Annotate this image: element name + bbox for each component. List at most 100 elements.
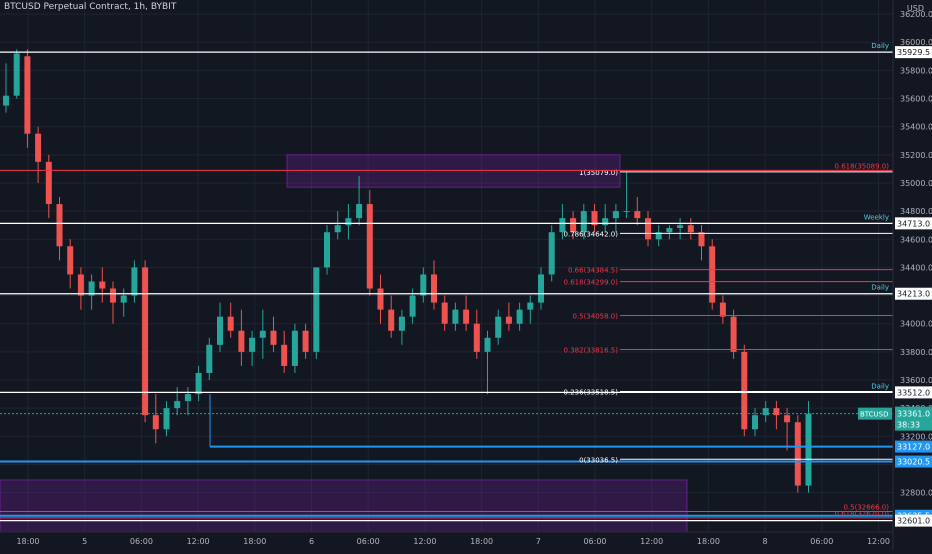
y-tick-label: 35800.0 <box>900 66 932 75</box>
chart-title: BTCUSD Perpetual Contract, 1h, BYBIT <box>4 2 177 12</box>
price-tag-label: 34213.0 <box>897 290 930 299</box>
candle-body <box>580 211 587 233</box>
candle-body <box>538 274 544 303</box>
countdown-label: 38:33 <box>897 421 920 430</box>
price-tag <box>895 46 932 59</box>
candle-body <box>420 274 427 296</box>
candle-body <box>270 330 277 345</box>
zone-box <box>0 479 688 533</box>
candle-body <box>238 330 245 352</box>
candle-body <box>174 401 181 409</box>
symbol-tag-label: BTCUSD <box>860 411 889 419</box>
x-tick-label: 06:00 <box>810 537 833 546</box>
candle-body <box>77 274 84 296</box>
x-axis: 18:00 5 06:00 12:00 18:00 6 06:00 12:00 18:00 7 06… <box>0 531 893 546</box>
candle-body <box>195 372 202 395</box>
price-tag <box>895 287 932 300</box>
zone-box <box>286 154 621 188</box>
candle-body <box>398 316 405 331</box>
y-tick-label: 35200.0 <box>900 151 932 160</box>
candle-body <box>67 246 74 275</box>
x-tick-label: 06:00 <box>583 537 606 546</box>
candle-body <box>794 422 801 486</box>
candle-body <box>409 295 416 317</box>
candle-body <box>709 246 716 303</box>
currency-label: USD <box>906 4 924 13</box>
price-tag <box>895 386 932 399</box>
x-tick-label: 06:00 <box>357 537 380 546</box>
candle-body <box>56 204 63 247</box>
candle-body <box>110 288 116 303</box>
candle-body <box>495 316 502 338</box>
candle-body <box>35 133 42 162</box>
candle-body <box>784 415 791 423</box>
y-tick-label: 34800.0 <box>900 207 932 216</box>
y-tick-label: 34600.0 <box>900 235 932 244</box>
level-tag: Daily <box>871 42 889 50</box>
candle-body <box>120 295 127 303</box>
extra-label: 0.618(35089.0) <box>835 162 890 170</box>
price-tag <box>895 440 932 453</box>
x-tick-label: 12:00 <box>640 537 663 546</box>
level-tag: Daily <box>871 382 889 390</box>
x-tick-label: 6 <box>309 537 314 546</box>
x-tick-label: 8 <box>763 537 768 546</box>
y-tick-label: 35000.0 <box>900 179 932 188</box>
current-price-label: 33361.0 <box>897 410 930 419</box>
y-tick-label: 34000.0 <box>900 320 932 329</box>
level-tag: Weekly <box>864 213 889 221</box>
symbol-tag <box>858 407 892 420</box>
candle-body <box>602 218 609 226</box>
fib-label: 0.618(34299.0) <box>564 279 619 287</box>
y-tick-label: 36200.0 <box>900 10 932 19</box>
candle-body <box>88 281 95 296</box>
candle-body <box>259 330 266 338</box>
candle-body <box>366 204 373 289</box>
candle-body <box>548 232 555 275</box>
candle-body <box>356 204 363 219</box>
level-lines: Daily Weekly Daily Daily 1(35079.0) 0.786(346… <box>0 42 893 522</box>
candle-body <box>24 56 31 134</box>
candle-body <box>698 232 705 247</box>
y-tick-label: 34400.0 <box>900 263 932 272</box>
candle-body <box>206 344 213 373</box>
candle-body <box>313 267 320 352</box>
y-tick-label: 32800.0 <box>900 489 932 498</box>
x-tick-label: 12:00 <box>187 537 210 546</box>
candle-body <box>505 316 512 324</box>
candle-body <box>377 288 384 310</box>
price-tag-label: 33127.0 <box>897 443 930 452</box>
candle-body <box>334 225 341 233</box>
price-tag <box>895 217 932 230</box>
candle-body <box>730 316 737 352</box>
candle-body <box>3 95 9 106</box>
candle-body <box>184 394 191 402</box>
price-tag <box>895 514 932 527</box>
level-tag: Daily <box>871 284 889 292</box>
candle-body <box>463 309 470 324</box>
candle-body <box>484 337 491 352</box>
zones <box>0 154 688 533</box>
price-tag-label: 33512.0 <box>897 388 930 397</box>
candle-body <box>45 161 52 205</box>
candle-body <box>612 211 619 219</box>
extra-label: 0.618(32620.0) <box>835 510 890 518</box>
candle-body <box>570 218 577 233</box>
candle-body <box>441 302 448 324</box>
candle-body <box>227 316 234 331</box>
candle-body <box>249 337 256 352</box>
candle-body <box>634 211 641 219</box>
candle-body <box>324 232 330 268</box>
fib-label: 1(35079.0) <box>579 169 618 177</box>
candle-body <box>773 408 780 416</box>
y-tick-label: 35600.0 <box>900 95 932 104</box>
candle-body <box>527 302 534 310</box>
candle-body <box>142 267 149 416</box>
candle-body <box>131 267 138 296</box>
fib-label: 0.66(34384.5) <box>568 267 618 275</box>
candle-body <box>655 232 662 240</box>
candle-body <box>666 228 673 233</box>
